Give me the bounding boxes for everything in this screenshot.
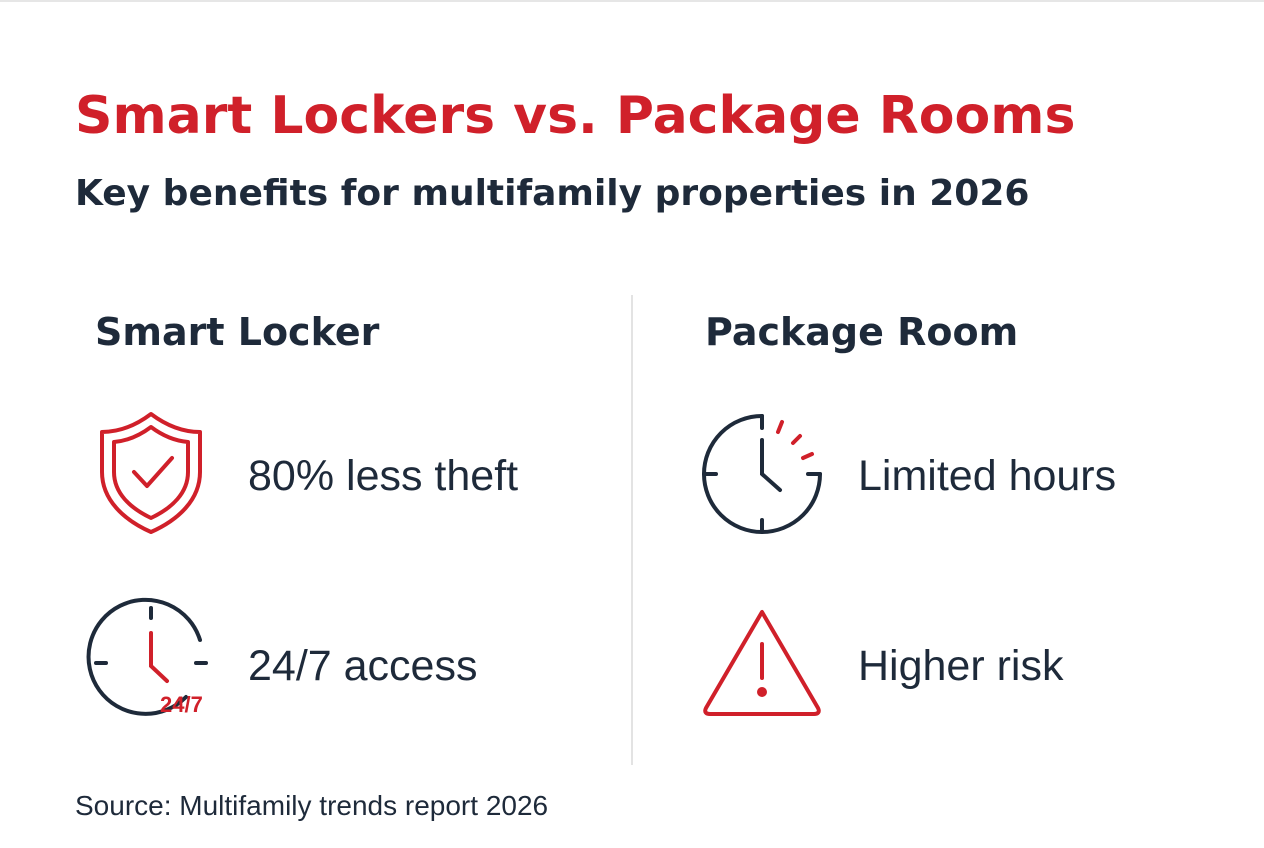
column-heading: Smart Locker [95,310,380,354]
item-text: 24/7 access [248,642,477,690]
item-text: Higher risk [858,642,1064,690]
item-text: Limited hours [858,452,1116,500]
column-heading: Package Room [705,310,1018,354]
clock-icon [702,414,822,534]
clock-24-7-icon [86,597,208,716]
source-note: Source: Multifamily trends report 2026 [75,790,548,821]
item-text: 80% less theft [248,452,518,500]
warning-icon [703,610,821,716]
clock-badge: 24/7 [160,692,203,717]
subtitle: Key benefits for multifamily properties … [75,173,1029,214]
title: Smart Lockers vs. Package Rooms [75,86,1075,146]
shield-icon [100,412,202,534]
